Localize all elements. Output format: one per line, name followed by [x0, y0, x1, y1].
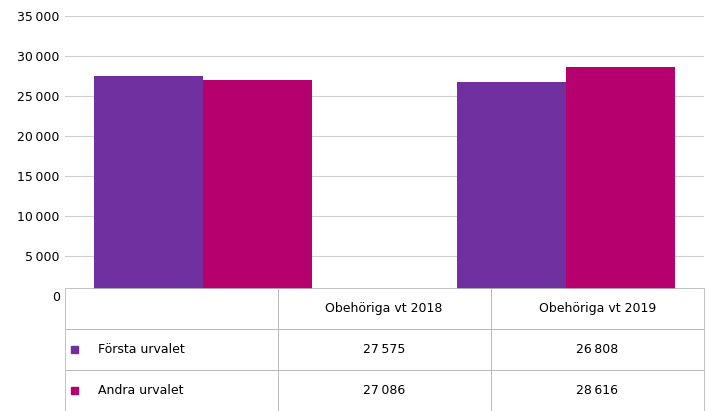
- Bar: [566, 67, 675, 296]
- Bar: [202, 80, 312, 296]
- Bar: [457, 82, 566, 296]
- Bar: [93, 76, 202, 296]
